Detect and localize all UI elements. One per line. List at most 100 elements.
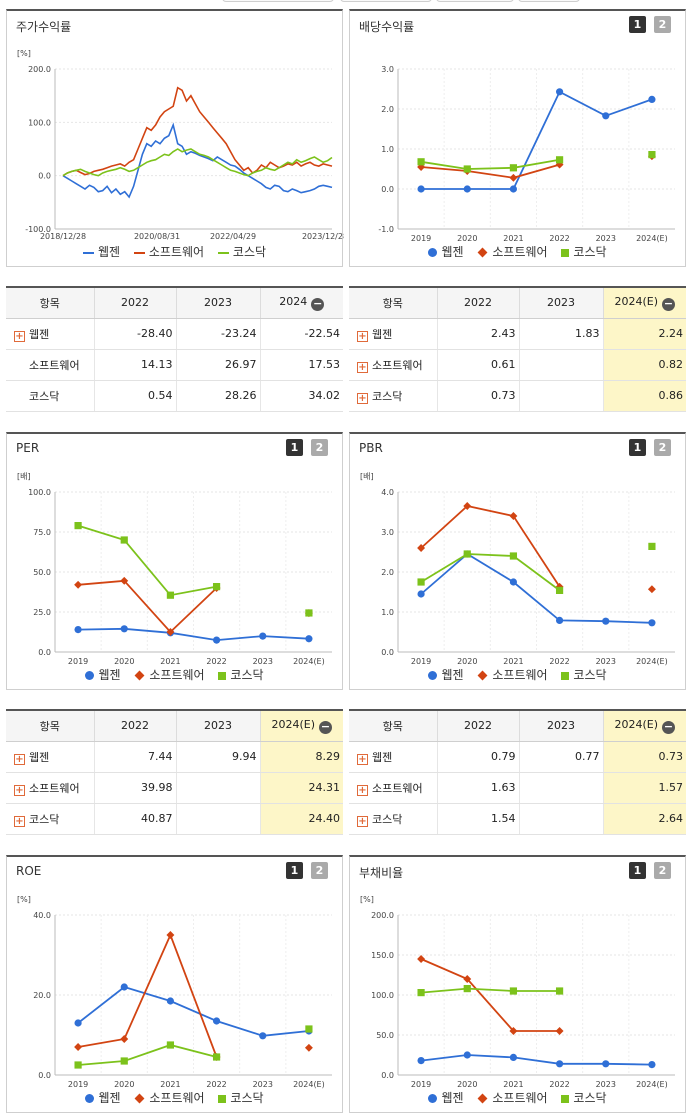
series-line [421, 163, 560, 179]
series-line [77, 986, 309, 1037]
view-1-button[interactable]: 1 [286, 862, 303, 879]
row-label: 코스닥 [6, 380, 94, 412]
data-point [417, 989, 425, 997]
table-cell: 17.53 [259, 349, 343, 381]
series-line [420, 505, 561, 588]
series-group [74, 522, 313, 617]
expand-icon[interactable]: + [14, 330, 25, 342]
toolbar-button[interactable] [340, 0, 432, 2]
table-cell: 1.63 [436, 772, 519, 804]
row-label[interactable]: + 코스닥 [349, 803, 437, 835]
table-cell: 24.40 [259, 803, 343, 835]
expand-icon[interactable]: + [14, 784, 25, 796]
dividend-yield-table: 항목 2022 2023 2024(E) − + 웹젠 2.43 1.83 2.24… [349, 286, 686, 412]
legend-diamond-icon [477, 247, 488, 258]
x-tick-label: 2023 [253, 657, 273, 666]
collapse-icon[interactable]: − [319, 719, 333, 734]
toolbar-button[interactable] [518, 0, 580, 2]
y-tick-label: -100.0 [25, 225, 51, 234]
view-1-button[interactable]: 1 [286, 439, 303, 456]
data-point [166, 931, 175, 939]
row-label[interactable]: + 웹젠 [6, 318, 94, 350]
table-cell: 14.13 [93, 349, 176, 381]
view-1-button[interactable]: 1 [629, 16, 646, 33]
row-label[interactable]: + 소프트웨어 [349, 349, 437, 381]
data-point [74, 1043, 83, 1051]
x-tick-label: 2023 [596, 234, 616, 243]
y-tick-label: 0.0 [38, 172, 51, 181]
row-label[interactable]: + 코스닥 [6, 803, 94, 835]
collapse-icon[interactable]: − [662, 719, 676, 734]
panel-title: PBR [359, 441, 383, 455]
expand-icon[interactable]: + [14, 815, 25, 827]
row-label[interactable]: + 웹젠 [6, 741, 94, 773]
expand-icon[interactable]: + [357, 392, 368, 404]
expand-icon[interactable]: + [357, 330, 368, 342]
data-point [647, 585, 656, 594]
series-line [421, 987, 560, 994]
data-point [509, 552, 518, 560]
column-header: 2024(E) − [602, 710, 686, 742]
table-row: 코스닥 0.54 28.26 34.02 [6, 380, 343, 412]
legend-label: 소프트웨어 [149, 1091, 205, 1105]
legend-item: 웹젠 [85, 1089, 121, 1106]
series-group [417, 502, 656, 594]
table-header-row: 항목 2022 2023 2024(E) − [349, 287, 686, 319]
table-cell: 2.24 [602, 318, 686, 350]
legend-item: 소프트웨어 [477, 1089, 548, 1106]
pbr-chart-panel: PBR 1 2 [배] 4.0 3.0 2.0 1.0 0.0 2019 2020 2021 20… [349, 432, 686, 690]
x-tick-label: 2020 [114, 657, 134, 666]
legend-dot-icon [428, 671, 438, 680]
y-tick-label: 2.0 [381, 568, 394, 577]
expand-icon[interactable]: + [357, 815, 368, 827]
view-2-button[interactable]: 2 [654, 862, 671, 879]
x-tick-label: 2023 [596, 1080, 616, 1089]
row-label[interactable]: + 소프트웨어 [6, 772, 94, 804]
table-cell: 0.54 [93, 380, 176, 412]
table-cell: 2.64 [602, 803, 686, 835]
legend-square-icon [561, 1094, 570, 1103]
column-header: 2022 [93, 287, 176, 319]
data-point [120, 536, 128, 544]
series-line [420, 1054, 652, 1066]
expand-icon[interactable]: + [14, 753, 25, 765]
series-group [417, 985, 564, 997]
y-tick-label: -1.0 [378, 225, 394, 234]
legend-item: 코스닥 [561, 1089, 607, 1106]
row-label[interactable]: + 웹젠 [349, 318, 437, 350]
row-label[interactable]: + 소프트웨어 [349, 772, 437, 804]
y-tick-label: 20.0 [33, 991, 51, 1000]
row-label[interactable]: + 코스닥 [349, 380, 437, 412]
collapse-icon[interactable]: − [311, 296, 325, 311]
data-point [648, 619, 656, 627]
data-point [602, 1060, 610, 1068]
x-tick-label: 2023/12/28 [302, 232, 344, 241]
column-header: 2023 [175, 710, 260, 742]
y-tick-label: 1.0 [381, 145, 394, 154]
view-2-button[interactable]: 2 [311, 862, 328, 879]
toolbar-button[interactable] [222, 0, 334, 2]
data-point [463, 165, 471, 173]
view-1-button[interactable]: 1 [629, 439, 646, 456]
view-2-button[interactable]: 2 [654, 439, 671, 456]
table-cell: 1.57 [602, 772, 686, 804]
view-1-button[interactable]: 1 [629, 862, 646, 879]
view-2-button[interactable]: 2 [654, 16, 671, 33]
collapse-icon[interactable]: − [662, 296, 676, 311]
legend-item: 소프트웨어 [477, 666, 548, 683]
row-label[interactable]: + 웹젠 [349, 741, 437, 773]
series-line [420, 552, 652, 624]
series-line [78, 1044, 217, 1066]
expand-icon[interactable]: + [357, 784, 368, 796]
view-2-button[interactable]: 2 [311, 439, 328, 456]
legend-label: 웹젠 [441, 668, 464, 682]
data-point [509, 185, 518, 193]
toolbar-button[interactable] [436, 0, 514, 2]
table-cell [175, 803, 260, 835]
x-tick-label: 2020 [457, 657, 477, 666]
legend-label: 소프트웨어 [492, 245, 548, 259]
table-row: + 소프트웨어 1.63 1.57 [349, 772, 686, 804]
data-point [305, 609, 313, 617]
expand-icon[interactable]: + [357, 361, 368, 373]
expand-icon[interactable]: + [357, 753, 368, 765]
